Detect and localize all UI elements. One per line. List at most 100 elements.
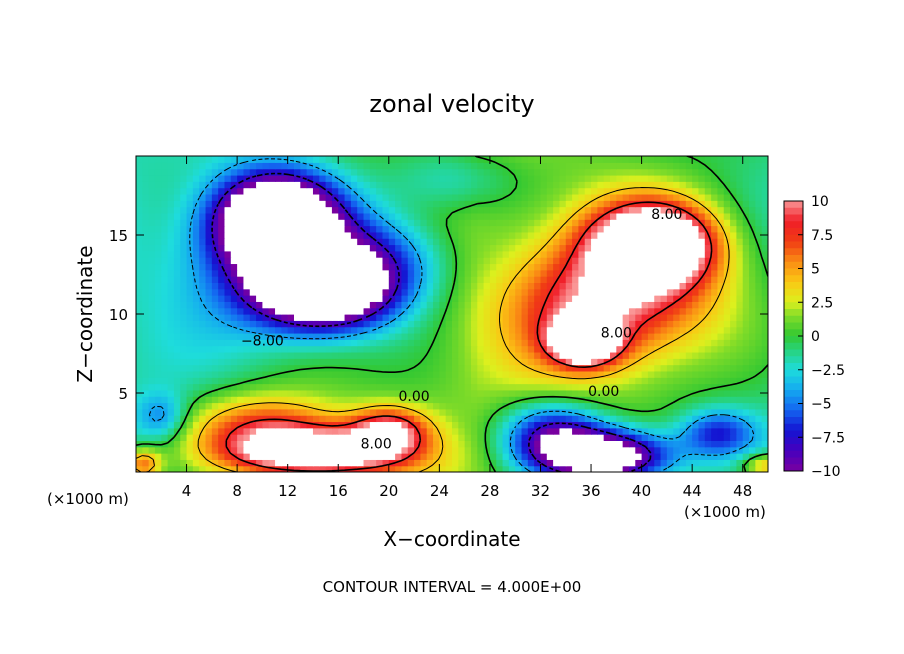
heatmap-cell bbox=[616, 408, 624, 416]
heatmap-cell bbox=[559, 282, 567, 290]
heatmap-cell bbox=[369, 231, 377, 239]
heatmap-cell bbox=[489, 250, 497, 258]
heatmap-cell bbox=[546, 408, 554, 416]
heatmap-cell bbox=[742, 238, 750, 246]
heatmap-cell bbox=[647, 174, 655, 182]
heatmap-cell bbox=[540, 314, 548, 321]
heatmap-cell bbox=[363, 402, 371, 410]
heatmap-cell bbox=[294, 269, 301, 277]
heatmap-cell bbox=[452, 389, 459, 397]
heatmap-cells bbox=[136, 156, 768, 472]
heatmap-cell bbox=[294, 320, 301, 328]
heatmap-cell bbox=[534, 440, 542, 448]
heatmap-cell bbox=[357, 219, 365, 227]
heatmap-cell bbox=[578, 156, 586, 163]
heatmap-cell bbox=[730, 156, 737, 163]
heatmap-cell bbox=[439, 187, 447, 195]
heatmap-cell bbox=[369, 162, 377, 170]
heatmap-cell bbox=[294, 440, 301, 448]
heatmap-cell bbox=[736, 219, 744, 227]
heatmap-cell bbox=[711, 174, 719, 182]
heatmap-cell bbox=[464, 332, 472, 340]
heatmap-cell bbox=[426, 465, 434, 472]
heatmap-cell bbox=[407, 446, 415, 454]
heatmap-cell bbox=[180, 193, 188, 201]
heatmap-cell bbox=[275, 225, 282, 233]
heatmap-cell bbox=[376, 434, 384, 441]
heatmap-cell bbox=[256, 288, 263, 296]
heatmap-cell bbox=[363, 345, 371, 353]
heatmap-cell bbox=[142, 389, 150, 397]
heatmap-cell bbox=[420, 219, 428, 227]
heatmap-cell bbox=[350, 174, 358, 182]
heatmap-cell bbox=[515, 156, 523, 163]
heatmap-cell bbox=[761, 219, 768, 227]
heatmap-cell bbox=[622, 231, 630, 239]
heatmap-cell bbox=[755, 263, 763, 271]
heatmap-cell bbox=[666, 326, 674, 334]
heatmap-cell bbox=[154, 377, 162, 385]
heatmap-cell bbox=[388, 434, 396, 441]
heatmap-cell bbox=[167, 174, 175, 182]
heatmap-cell bbox=[736, 238, 744, 246]
heatmap-cell bbox=[483, 415, 491, 423]
heatmap-cell bbox=[306, 396, 314, 404]
heatmap-cell bbox=[761, 453, 768, 460]
heatmap-cell bbox=[572, 434, 579, 441]
heatmap-cell bbox=[679, 415, 687, 423]
heatmap-cell bbox=[546, 181, 554, 189]
heatmap-cell bbox=[477, 396, 485, 404]
heatmap-cell bbox=[192, 314, 200, 321]
heatmap-cell bbox=[470, 370, 478, 378]
heatmap-cell bbox=[401, 257, 409, 265]
heatmap-cell bbox=[211, 389, 219, 397]
heatmap-cell bbox=[268, 295, 276, 302]
heatmap-cell bbox=[167, 389, 175, 397]
heatmap-cell bbox=[319, 295, 327, 302]
heatmap-cell bbox=[268, 358, 276, 366]
heatmap-cell bbox=[439, 396, 447, 404]
heatmap-cell bbox=[344, 301, 352, 309]
heatmap-cell bbox=[401, 231, 409, 239]
heatmap-cell bbox=[565, 193, 573, 201]
heatmap-cell bbox=[401, 389, 409, 397]
heatmap-cell bbox=[287, 231, 295, 239]
heatmap-cell bbox=[401, 345, 409, 353]
heatmap-cell bbox=[616, 370, 624, 378]
heatmap-cell bbox=[489, 345, 497, 353]
heatmap-cell bbox=[388, 383, 396, 391]
heatmap-cell bbox=[167, 358, 175, 366]
heatmap-cell bbox=[388, 225, 396, 233]
heatmap-cell bbox=[673, 288, 681, 296]
heatmap-cell bbox=[306, 326, 314, 334]
heatmap-cell bbox=[211, 250, 219, 258]
heatmap-cell bbox=[344, 238, 352, 246]
heatmap-cell bbox=[331, 263, 339, 271]
heatmap-cell bbox=[464, 351, 472, 359]
heatmap-cell bbox=[426, 301, 434, 309]
heatmap-cell bbox=[515, 396, 523, 404]
heatmap-cell bbox=[597, 453, 605, 460]
heatmap-cell bbox=[730, 307, 737, 315]
heatmap-cell bbox=[559, 162, 567, 170]
heatmap-cell bbox=[527, 326, 535, 334]
heatmap-cell bbox=[660, 212, 668, 220]
heatmap-cell bbox=[641, 351, 649, 359]
heatmap-cell bbox=[660, 408, 668, 416]
heatmap-cell bbox=[704, 459, 712, 467]
heatmap-cell bbox=[730, 427, 737, 435]
heatmap-cell bbox=[515, 219, 523, 227]
heatmap-cell bbox=[173, 156, 181, 163]
heatmap-cell bbox=[300, 377, 308, 385]
heatmap-cell bbox=[521, 181, 529, 189]
heatmap-cell bbox=[376, 459, 384, 467]
heatmap-cell bbox=[237, 181, 245, 189]
heatmap-cell bbox=[685, 250, 693, 258]
heatmap-cell bbox=[723, 206, 731, 214]
heatmap-cell bbox=[281, 168, 289, 176]
heatmap-cell bbox=[218, 295, 226, 302]
heatmap-cell bbox=[319, 200, 327, 208]
heatmap-cell bbox=[584, 288, 592, 296]
heatmap-cell bbox=[167, 377, 175, 385]
heatmap-cell bbox=[205, 219, 213, 227]
